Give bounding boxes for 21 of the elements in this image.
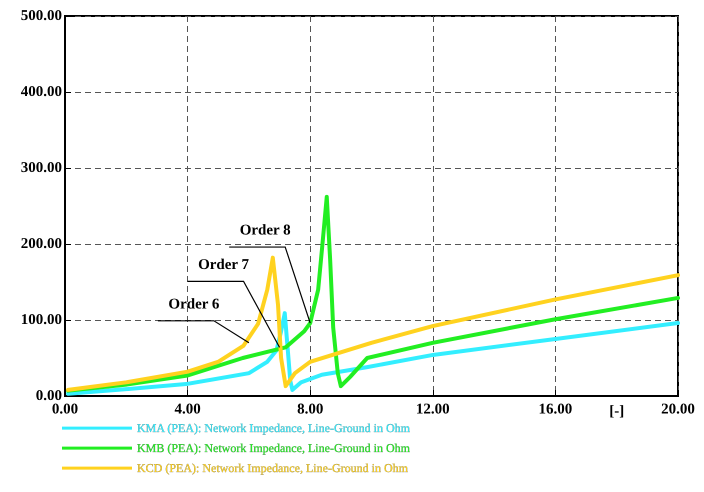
x-axis-title: [-]	[609, 404, 624, 420]
x-tick-label: 8.00	[297, 402, 324, 418]
text: KMA (PEA): Network Impedance, Line-Ground in Ohm	[137, 421, 411, 436]
x-tick-label: 16.00	[538, 402, 572, 418]
annotation: Order 6	[168, 296, 220, 312]
text: KMB (PEA): Network Impedance, Line-Ground in Ohm	[137, 441, 411, 456]
line-series	[66, 194, 680, 393]
y-tick-label: 400.00	[20, 84, 62, 100]
annotation: Order 7	[198, 256, 250, 273]
x-tick-label: 4.00	[174, 402, 201, 418]
y-tick-label: 0.00	[36, 388, 62, 404]
line-series	[66, 256, 680, 392]
x-tick-label: 12.00	[416, 402, 450, 418]
x-tick-label: 0.00	[52, 402, 78, 418]
y-tick-label: 100.00	[20, 312, 62, 328]
y-tick-label: 300.00	[20, 160, 62, 176]
x-tick-label: 20.00	[661, 402, 695, 418]
text: KCD (PEA): Network Impedance, Line-Ground in Ohm	[137, 461, 409, 476]
y-tick-label: 500.00	[20, 8, 62, 24]
annotation: Order 8	[240, 222, 291, 239]
y-tick-label: 200.00	[20, 236, 62, 252]
